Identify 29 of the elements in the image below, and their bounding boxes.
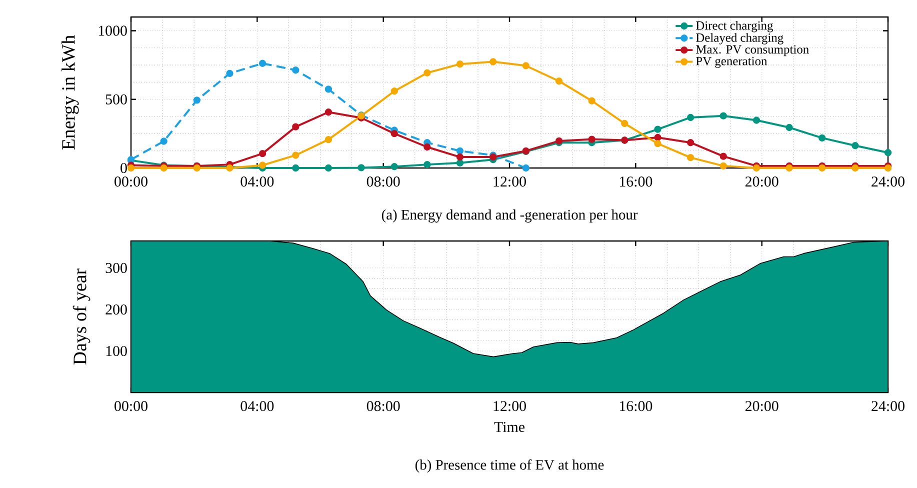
x-tick-label: 24:00 bbox=[872, 401, 904, 412]
legend-label: PV generation bbox=[696, 56, 768, 68]
x-tick-label: 04:00 bbox=[240, 176, 274, 187]
x-tick-label: 00:00 bbox=[114, 176, 148, 187]
text: (a) Energy demand and -generation per hour bbox=[382, 209, 638, 223]
x-axis-title: Time bbox=[494, 422, 524, 432]
x-tick-label: 20:00 bbox=[745, 401, 778, 412]
x-tick-label: 12:00 bbox=[494, 401, 526, 412]
x-tick-label: 24:00 bbox=[872, 176, 904, 187]
y-axis-title: Days of year bbox=[72, 268, 90, 365]
legend-label: Delayed charging bbox=[696, 33, 784, 44]
y-tick-label: 300 bbox=[106, 262, 127, 274]
y-tick-label: 0 bbox=[120, 162, 127, 174]
x-tick-label: 20:00 bbox=[745, 176, 778, 187]
text: (b) Presence time of EV at home bbox=[415, 459, 604, 473]
y-tick-label: 1000 bbox=[98, 26, 127, 36]
x-tick-label: 00:00 bbox=[114, 401, 148, 412]
x-tick-label: 08:00 bbox=[366, 401, 400, 412]
legend-label: Direct charging bbox=[696, 20, 773, 32]
y-axis-title: Energy in kWh bbox=[62, 35, 79, 150]
x-tick-label: 08:00 bbox=[366, 176, 400, 187]
y-tick-label: 200 bbox=[106, 304, 127, 315]
y-tick-label: 100 bbox=[106, 346, 127, 356]
x-tick-label: 16:00 bbox=[620, 401, 652, 412]
y-tick-label: 500 bbox=[106, 94, 127, 104]
x-tick-label: 12:00 bbox=[494, 176, 526, 187]
legend-label: Max. PV consumption bbox=[696, 45, 809, 56]
x-tick-label: 04:00 bbox=[240, 401, 274, 412]
x-tick-label: 16:00 bbox=[620, 176, 652, 187]
